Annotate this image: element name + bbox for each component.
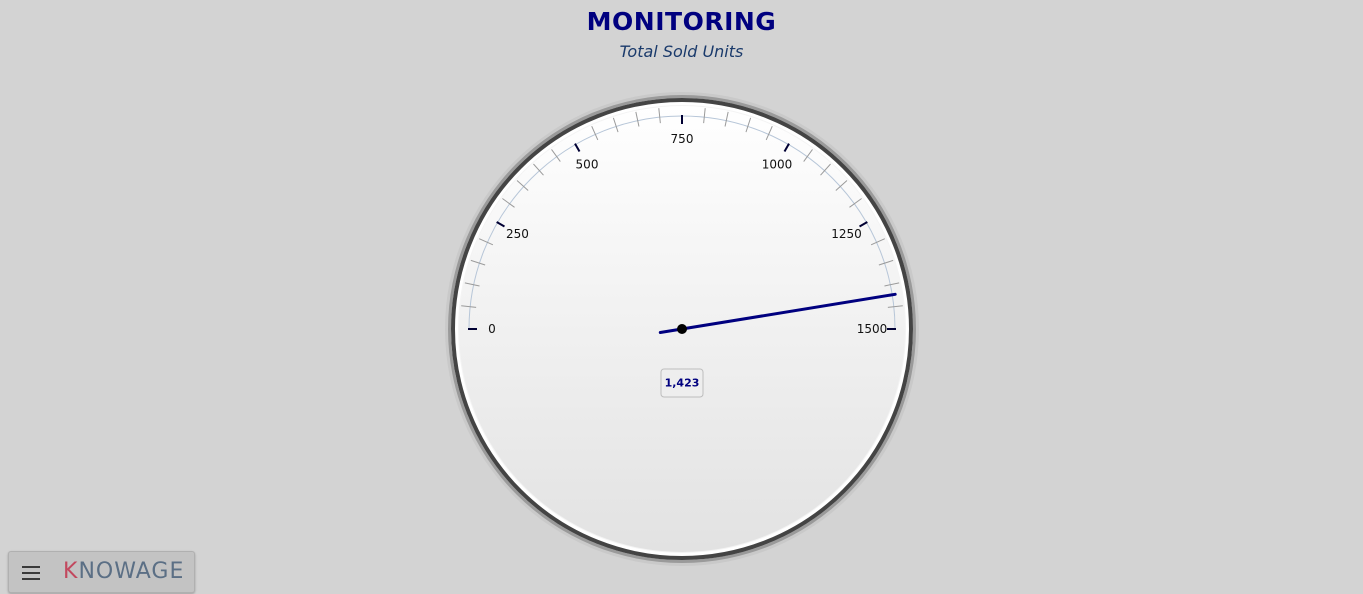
gauge-minor-tick — [835, 180, 848, 191]
gauge-needle-group — [658, 292, 897, 335]
gauge-minor-tick — [470, 259, 486, 266]
gauge-minor-tick — [765, 125, 773, 141]
gauge-minor-tick — [502, 198, 515, 208]
gauge-tick-label: 1500 — [857, 322, 888, 336]
gauge-minor-tick — [870, 238, 886, 246]
gauge-minor-tick — [612, 117, 619, 133]
gauge-minor-tick — [745, 117, 752, 133]
chart-title: MONITORING — [586, 7, 777, 36]
gauge-minor-tick — [884, 282, 900, 287]
brand-logo-rest: NOWAGE — [78, 559, 185, 584]
gauge-minor-tick — [658, 108, 661, 124]
menu-bar: KNOWAGE — [8, 551, 195, 593]
gauge-tick-labels: 0 250 500 750 1000 1250 1500 — [488, 132, 887, 336]
gauge-tick-label: 0 — [488, 322, 496, 336]
gauge-minor-tick — [820, 163, 831, 176]
gauge-minor-tick — [887, 305, 903, 308]
gauge-tick-label: 250 — [506, 227, 529, 241]
gauge-minor-tick — [635, 111, 640, 127]
value-label: 1,423 — [665, 377, 700, 390]
gauge-major-tick — [783, 143, 790, 152]
gauge-needle — [658, 292, 897, 335]
value-label-box: 1,423 — [660, 368, 704, 398]
gauge-minor-tick — [516, 180, 529, 191]
gauge-pivot — [677, 324, 687, 334]
gauge-tick-label: 1000 — [762, 157, 793, 171]
gauge-minor-tick — [849, 198, 862, 208]
brand-logo[interactable]: KNOWAGE — [63, 559, 184, 584]
gauge-minor-tick — [551, 149, 561, 162]
gauge-minor-tick — [533, 163, 544, 176]
chart-subtitle: Total Sold Units — [619, 42, 744, 61]
gauge-minor-tick — [803, 149, 813, 162]
gauge-ticks — [461, 108, 903, 330]
gauge-tick-label: 1250 — [831, 227, 862, 241]
gauge-major-tick — [574, 143, 581, 152]
gauge-major-tick — [859, 221, 868, 228]
gauge-minor-tick — [878, 259, 894, 266]
gauge-minor-tick — [478, 238, 494, 246]
gauge-minor-tick — [461, 305, 477, 308]
gauge-tick-label: 500 — [576, 157, 599, 171]
brand-logo-k: K — [63, 559, 79, 584]
gauge-major-tick — [496, 221, 505, 228]
gauge-tick-label: 750 — [671, 132, 694, 146]
gauge-minor-tick — [703, 108, 706, 124]
hamburger-menu-icon[interactable] — [22, 566, 40, 580]
gauge-minor-tick — [591, 125, 599, 141]
gauge-minor-tick — [724, 111, 729, 127]
gauge-minor-tick — [464, 282, 480, 287]
